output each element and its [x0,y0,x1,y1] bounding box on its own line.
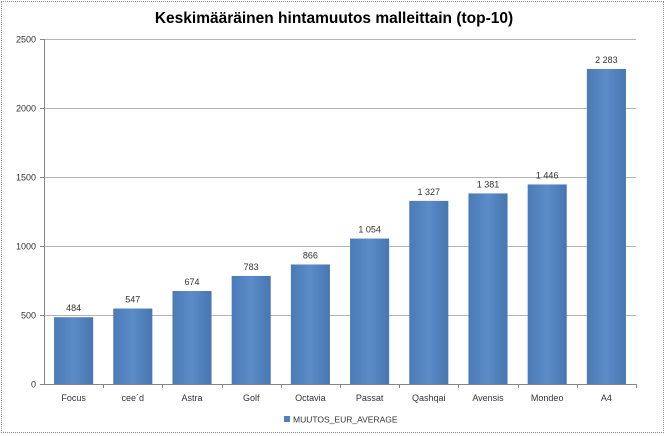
data-label: 1 054 [358,225,381,235]
bar-golf [231,275,271,384]
bar-a4 [586,68,626,385]
bars: 484 547 674 783 866 1 054 1 327 1 381 1 446 2 283 [54,55,626,385]
data-label: 866 [303,250,318,260]
bar-qashqai [409,200,449,384]
bar-mondeo [527,184,567,384]
data-label: 674 [184,277,199,287]
x-axis: Focus cee´d Astra Golf Octavia Passat Qashqai A… [44,384,637,403]
y-tick-label: 0 [31,380,36,390]
x-tick-label: Avensis [472,393,504,403]
x-tick-label: Octavia [295,393,326,403]
data-label: 484 [66,303,81,313]
x-tick-label: A4 [601,393,612,403]
bar-astra [172,290,212,384]
x-tick-label: Mondeo [531,393,564,403]
bar-passat [350,238,390,384]
y-tick-label: 1500 [16,173,36,183]
x-tick-label: cee´d [122,393,145,403]
bar-octavia [290,264,330,384]
data-label: 547 [125,295,140,305]
legend-label: MUUTOS_EUR_AVERAGE [293,415,398,425]
legend: MUUTOS_EUR_AVERAGE [284,415,398,425]
data-label: 783 [244,262,259,272]
chart-title: Keskimääräinen hintamuutos malleittain (… [155,10,513,27]
x-tick-label: Qashqai [412,393,446,403]
data-label: 2 283 [595,55,618,65]
bar-cee-d [113,308,153,384]
bar-focus [54,317,94,384]
x-tick-label: Passat [356,393,384,403]
y-tick-label: 2000 [16,104,36,114]
data-label: 1 446 [536,170,559,180]
y-tick-label: 2500 [16,35,36,45]
data-label: 1 381 [477,179,500,189]
bar-avensis [468,193,508,384]
y-axis: 0 500 1000 1500 2000 2500 [16,35,45,390]
x-tick-label: Golf [243,393,260,403]
y-tick-label: 1000 [16,242,36,252]
x-tick-label: Focus [61,393,86,403]
y-tick-label: 500 [21,311,36,321]
x-tick-label: Astra [181,393,202,403]
legend-swatch [284,416,290,422]
data-label: 1 327 [418,187,441,197]
